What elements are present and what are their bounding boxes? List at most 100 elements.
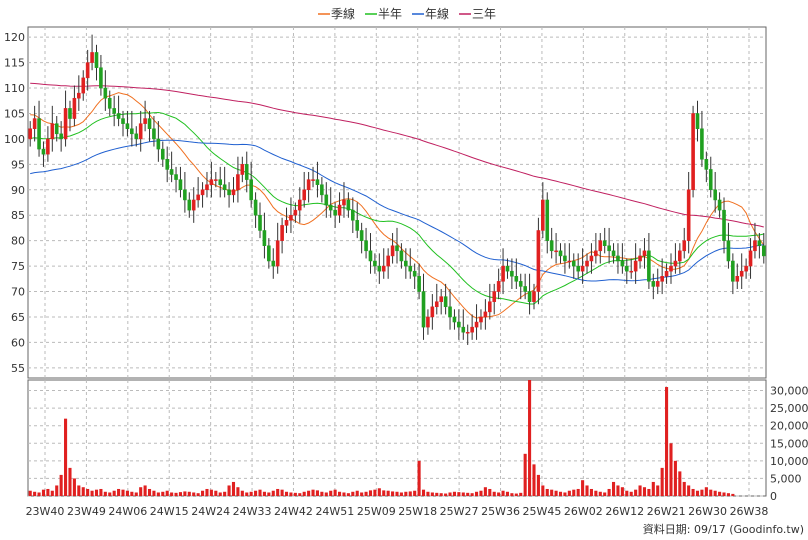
volume-bar xyxy=(528,380,532,496)
volume-bar xyxy=(59,474,63,496)
candle-body xyxy=(342,199,346,206)
volume-bar xyxy=(205,488,209,496)
candle-body xyxy=(152,128,156,140)
candle-body xyxy=(638,255,642,262)
volume-bar xyxy=(682,481,686,496)
price-tick-label: 80 xyxy=(11,235,25,248)
candle-body xyxy=(726,240,731,262)
volume-bar xyxy=(731,493,735,496)
volume-tick-label: 10,000 xyxy=(770,455,808,468)
candle-body xyxy=(147,118,152,129)
legend-label-1: 半年 xyxy=(378,7,402,21)
candle-body xyxy=(258,214,262,231)
volume-bar xyxy=(368,490,373,496)
candle-body xyxy=(41,148,46,155)
legend-label-0: 季線 xyxy=(331,6,355,21)
volume-bar xyxy=(616,485,620,496)
ma-line-3 xyxy=(30,82,764,228)
candle-body xyxy=(421,291,426,328)
volume-bar xyxy=(594,490,598,496)
candle-body xyxy=(576,265,580,272)
candle-body xyxy=(647,250,651,282)
candle-body xyxy=(320,184,324,196)
candle-body xyxy=(359,230,364,241)
candle-body xyxy=(315,179,320,185)
candle-body xyxy=(386,255,390,267)
candle-body xyxy=(731,260,735,282)
candle-body xyxy=(682,240,687,252)
price-tick-label: 120 xyxy=(4,31,25,44)
candle-body xyxy=(169,169,174,175)
volume-bar xyxy=(629,491,633,496)
volume-bar xyxy=(536,474,540,496)
volume-bar xyxy=(444,493,448,496)
candle-body xyxy=(289,214,293,221)
candle-body xyxy=(470,326,474,333)
volume-bar xyxy=(33,491,37,496)
candle-body xyxy=(222,184,227,191)
x-tick-label: 26W30 xyxy=(688,505,727,518)
candle-body xyxy=(271,260,276,267)
price-tick-label: 115 xyxy=(4,57,25,70)
volume-bar xyxy=(46,488,50,496)
volume-bar xyxy=(563,492,567,496)
volume-bar xyxy=(554,490,558,496)
volume-bar xyxy=(117,488,121,496)
volume-bar xyxy=(214,490,218,496)
candle-body xyxy=(598,240,603,252)
volume-bar xyxy=(709,489,713,496)
volume-bar xyxy=(501,490,505,496)
x-tick-label: 26W12 xyxy=(605,505,644,518)
volume-bar xyxy=(72,478,76,496)
candle-body xyxy=(691,113,695,191)
volume-bar xyxy=(174,492,178,496)
candle-body xyxy=(333,209,337,216)
volume-tick-label: 0 xyxy=(770,490,777,503)
volume-bar xyxy=(713,490,717,496)
candle-body xyxy=(156,138,161,150)
candle-body xyxy=(514,276,519,282)
candle-body xyxy=(748,250,753,267)
candle-body xyxy=(90,52,94,63)
volume-bar xyxy=(541,485,545,496)
candle-body xyxy=(46,138,50,155)
x-tick-label: 25W45 xyxy=(523,505,562,518)
candle-body xyxy=(187,199,192,211)
candle-body xyxy=(669,265,673,272)
volume-bar xyxy=(249,491,253,496)
volume-bar xyxy=(514,493,518,496)
volume-bar xyxy=(37,492,41,496)
volume-bar xyxy=(413,490,417,496)
volume-bar xyxy=(505,491,510,496)
candle-body xyxy=(461,326,466,333)
volume-bar xyxy=(156,492,160,496)
x-tick-label: 23W40 xyxy=(26,505,65,518)
volume-bar xyxy=(457,492,461,496)
volume-bar xyxy=(439,493,443,496)
candle-body xyxy=(735,276,740,282)
volume-bar xyxy=(474,491,479,496)
volume-bar xyxy=(134,492,138,496)
candle-body xyxy=(377,265,382,272)
x-tick-label: 24W06 xyxy=(108,505,147,518)
volume-bar xyxy=(585,485,589,496)
candle-body xyxy=(571,260,576,267)
volume-bar xyxy=(550,489,554,496)
volume-bar xyxy=(227,485,231,496)
candle-body xyxy=(227,189,231,196)
volume-bar xyxy=(346,493,350,496)
volume-bar xyxy=(651,481,655,496)
candle-body xyxy=(280,225,284,241)
volume-bar xyxy=(170,492,174,496)
volume-bar xyxy=(315,490,320,496)
candle-body xyxy=(121,118,125,124)
volume-tick-label: 25,000 xyxy=(770,402,808,415)
candle-body xyxy=(404,260,408,267)
x-tick-label: 25W09 xyxy=(357,505,396,518)
volume-bar xyxy=(271,490,275,496)
price-tick-label: 75 xyxy=(11,260,25,273)
price-tick-label: 110 xyxy=(4,82,25,95)
candle-body xyxy=(629,270,634,273)
chart-legend: 季線 半年 年線 三年 xyxy=(318,6,496,21)
candle-body xyxy=(496,281,501,292)
